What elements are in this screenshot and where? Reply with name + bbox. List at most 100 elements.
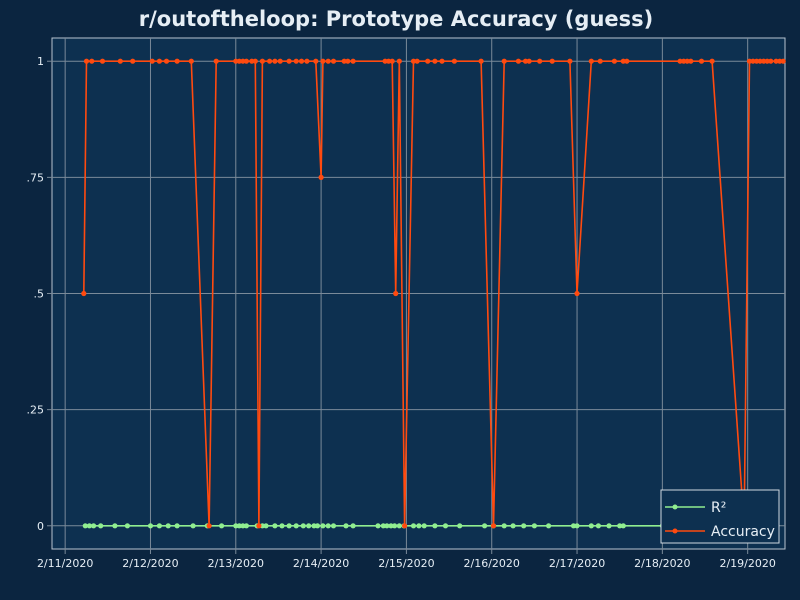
data-point-r2	[174, 523, 180, 529]
data-point-accuracy	[439, 58, 445, 64]
data-point-accuracy	[345, 58, 351, 64]
data-point-accuracy	[330, 58, 337, 64]
data-point-accuracy	[396, 58, 402, 64]
data-point-r2	[325, 523, 331, 529]
data-point-accuracy	[325, 58, 331, 64]
data-point-accuracy	[750, 58, 756, 64]
data-point-accuracy	[99, 58, 106, 64]
x-tick-label: 2/14/2020	[293, 557, 349, 570]
data-point-accuracy	[709, 58, 715, 64]
data-point-r2	[546, 523, 552, 529]
data-point-accuracy	[414, 58, 420, 64]
data-point-accuracy	[537, 58, 543, 64]
data-point-accuracy	[313, 58, 319, 64]
data-point-accuracy	[117, 58, 123, 64]
data-point-accuracy	[773, 58, 779, 64]
x-tick-label: 2/17/2020	[549, 557, 605, 570]
data-point-r2	[510, 523, 516, 529]
data-point-r2	[416, 523, 422, 529]
legend-box	[660, 489, 780, 544]
data-point-accuracy	[410, 58, 417, 64]
data-point-r2	[501, 523, 507, 529]
data-point-r2	[300, 523, 306, 529]
data-point-r2	[380, 523, 386, 529]
y-tick-label: .75	[27, 171, 45, 184]
data-point-accuracy	[206, 523, 212, 529]
data-point-accuracy	[490, 523, 497, 529]
data-point-accuracy	[156, 58, 162, 64]
data-point-accuracy	[386, 58, 392, 64]
data-point-r2	[617, 523, 623, 529]
data-point-r2	[620, 523, 626, 529]
x-tick-label: 2/16/2020	[464, 557, 520, 570]
data-point-accuracy	[318, 174, 324, 180]
data-point-accuracy	[259, 58, 265, 64]
x-tick-label: 2/19/2020	[719, 557, 775, 570]
data-point-r2	[165, 523, 171, 529]
data-point-accuracy	[298, 58, 305, 64]
data-point-accuracy	[149, 58, 155, 64]
data-point-accuracy	[764, 58, 770, 64]
data-point-accuracy	[757, 58, 763, 64]
x-tick-label: 2/12/2020	[122, 557, 178, 570]
data-point-accuracy	[174, 58, 180, 64]
data-point-r2	[236, 523, 242, 529]
data-point-accuracy	[252, 58, 258, 64]
data-point-accuracy	[389, 58, 395, 64]
data-point-r2	[156, 523, 162, 529]
data-point-accuracy	[130, 58, 136, 64]
data-point-r2	[272, 523, 278, 529]
data-point-accuracy	[83, 58, 90, 64]
data-point-accuracy	[304, 58, 310, 64]
data-point-r2	[421, 523, 427, 529]
data-point-r2	[343, 523, 349, 529]
data-point-r2	[91, 523, 97, 529]
data-point-r2	[263, 523, 269, 529]
data-point-r2	[279, 523, 285, 529]
data-point-r2	[190, 523, 196, 529]
x-tick-label: 2/13/2020	[208, 557, 264, 570]
data-point-r2	[306, 523, 312, 529]
data-point-r2	[606, 523, 612, 529]
data-point-r2	[531, 523, 538, 529]
data-point-r2	[243, 523, 249, 529]
data-point-r2	[521, 523, 527, 529]
data-point-r2	[410, 523, 417, 529]
data-point-accuracy	[320, 58, 326, 64]
data-point-accuracy	[393, 290, 399, 297]
data-point-accuracy	[501, 58, 507, 64]
data-point-r2	[98, 523, 104, 529]
data-point-r2	[482, 523, 488, 529]
data-point-accuracy	[293, 58, 299, 64]
data-point-accuracy	[698, 58, 705, 64]
data-point-accuracy	[780, 58, 786, 64]
data-point-r2	[595, 523, 602, 529]
data-point-accuracy	[677, 58, 683, 64]
data-point-r2	[396, 523, 402, 529]
data-point-accuracy	[526, 58, 532, 64]
data-point-accuracy	[277, 58, 283, 64]
data-point-accuracy	[478, 58, 484, 64]
data-point-r2	[86, 523, 92, 529]
data-point-accuracy	[451, 58, 457, 64]
data-point-r2	[392, 523, 398, 529]
data-point-r2	[147, 523, 154, 529]
data-point-r2	[350, 523, 356, 529]
data-point-accuracy	[286, 58, 292, 64]
data-point-accuracy	[81, 290, 87, 297]
data-point-r2	[82, 523, 88, 529]
axes: 0 .25 .5 .75 1 2/11/2020 2/12/2020 2/13/2020 2/1…	[27, 55, 776, 570]
data-point-accuracy	[624, 58, 630, 64]
data-point-accuracy	[236, 58, 242, 64]
data-point-accuracy	[611, 58, 618, 64]
series-group	[81, 58, 786, 529]
data-point-accuracy	[256, 523, 262, 529]
data-point-accuracy	[549, 58, 555, 64]
data-point-r2	[286, 523, 292, 529]
data-point-accuracy	[684, 58, 690, 64]
y-tick-label: .5	[34, 288, 45, 301]
chart-title: r/outoftheloop: Prototype Accuracy (gues…	[139, 7, 653, 31]
data-point-accuracy	[402, 523, 408, 529]
